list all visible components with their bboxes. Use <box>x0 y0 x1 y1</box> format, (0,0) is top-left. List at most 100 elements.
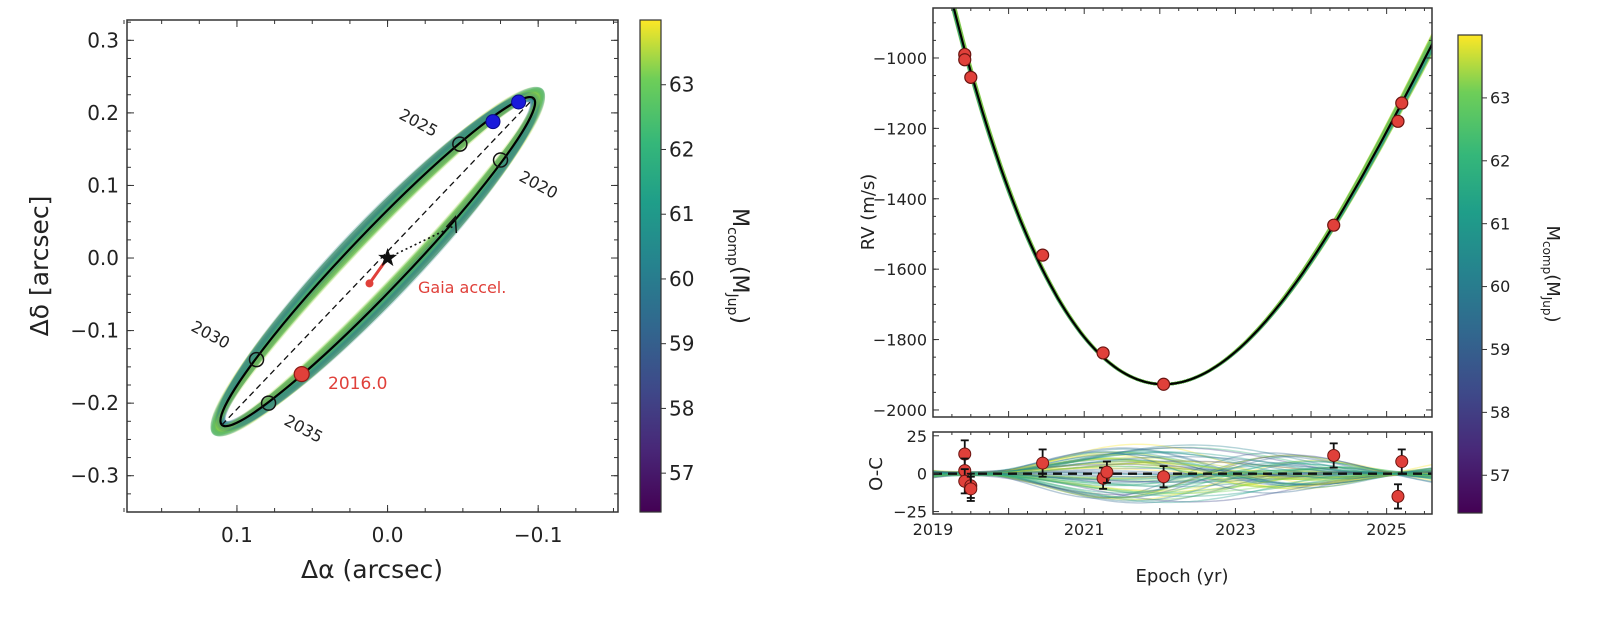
rv-posterior-curve <box>953 8 1432 386</box>
residual-data-point <box>1395 455 1409 469</box>
colorbar-left: 57 58 59 60 61 62 63 Mcomp(MJup) <box>639 19 752 513</box>
residual-data-point <box>1036 456 1050 470</box>
orbit-marks <box>219 94 537 428</box>
residual-posterior-curve <box>933 455 1432 499</box>
oc-y-tick-label: 0 <box>917 465 927 484</box>
epoch-label-2035: 2035 <box>281 411 326 447</box>
orbit-sample <box>211 88 544 435</box>
epoch-tick-label: 2025 <box>1366 520 1407 539</box>
residual-posterior-curve <box>933 460 1432 485</box>
colorbar-right: 57 58 59 60 61 62 63 Mcomp(MJup) <box>1457 34 1563 514</box>
x-tick-label: 0.1 <box>221 523 253 547</box>
rv-posterior-curve <box>952 8 1432 386</box>
orbit-sample <box>210 87 545 436</box>
y-axis-label: Δδ [arcsec] <box>25 196 54 337</box>
rv-data-point <box>1036 248 1050 262</box>
residual-posterior-curve <box>933 463 1432 479</box>
residual-posterior-curve <box>933 459 1432 501</box>
rv-posterior-curve <box>953 8 1432 386</box>
rv-posterior-curve <box>953 8 1432 386</box>
epoch-label-2020: 2020 <box>516 167 561 203</box>
epoch-tick-label: 2019 <box>913 520 954 539</box>
rv-data-point <box>1156 377 1171 391</box>
line-of-nodes <box>221 97 535 426</box>
rv-posterior-curve <box>952 8 1432 386</box>
oc-y-tick-label: −25 <box>893 503 927 522</box>
rv-posterior-curve <box>951 8 1432 386</box>
rv-y-tick-label: −1600 <box>873 260 927 279</box>
epoch-marker <box>492 152 509 168</box>
colorbar-tick-label: 58 <box>669 396 694 420</box>
colorbar-tick-label: 63 <box>669 73 694 97</box>
rv-posterior-curve <box>953 8 1432 386</box>
colorbar-right-label: Mcomp(MJup) <box>1540 225 1563 322</box>
orbit-sample <box>214 90 542 433</box>
orbit-sample <box>215 92 540 431</box>
rv-plot: −1000 −1200 −1400 −1600 −1800 −2000 RV (m/s) <box>858 7 1433 420</box>
orbit-sample <box>215 91 541 432</box>
rv-y-axis-label: RV (m/s) <box>858 174 879 251</box>
orbit-sample <box>210 86 546 437</box>
residual-data-point <box>1100 465 1114 479</box>
x-tick-label: −0.1 <box>514 523 563 547</box>
astrometry-plot: 0.1 0.0 −0.1 0.3 0.2 0.1 0.0 −0.1 −0.2 −0.3 Δα (a… <box>25 19 619 584</box>
oc-y-tick-label: 25 <box>907 427 927 446</box>
residual-posterior-curve <box>933 462 1432 487</box>
rv-posterior-curve <box>952 8 1432 386</box>
colorbar-tick-label: 63 <box>1490 88 1510 107</box>
epoch-marker <box>260 395 277 411</box>
residual-posterior-curve <box>933 447 1432 486</box>
residual-posterior-curve <box>933 452 1432 487</box>
rv-posterior-curve <box>951 8 1432 386</box>
rv-posterior-curve <box>951 8 1432 386</box>
colorbar-tick-label: 59 <box>1490 340 1510 359</box>
orbit-sample <box>216 93 539 431</box>
residual-posterior-curve <box>933 448 1432 489</box>
orbit-sample <box>214 91 541 432</box>
residual-posterior-curve <box>933 467 1432 504</box>
rv-y-tick-label: −2000 <box>873 401 927 420</box>
colorbar-tick-label: 62 <box>1490 151 1510 170</box>
observed-position <box>511 94 527 110</box>
residual-posterior-curve <box>933 466 1432 501</box>
orbit-sample <box>216 92 540 431</box>
y-tick-label: 0.0 <box>87 246 119 270</box>
residual-posterior-curve <box>933 452 1432 477</box>
residual-posterior-curve <box>933 467 1432 478</box>
rv-posterior-curve <box>951 8 1432 386</box>
rv-data-point <box>958 53 972 67</box>
residual-posterior-curve <box>933 466 1432 481</box>
reference-epoch-label: 2016.0 <box>328 374 387 394</box>
rv-posterior-curve <box>952 8 1432 386</box>
residual-data-point <box>1391 489 1405 503</box>
residual-posterior-curve <box>933 463 1432 494</box>
colorbar-tick-label: 59 <box>669 332 694 356</box>
colorbar-right-gradient <box>1457 34 1483 514</box>
orbit-sample <box>211 87 545 436</box>
residual-posterior-curve <box>933 462 1432 480</box>
residuals-y-axis-label: O-C <box>866 457 887 491</box>
rv-y-tick-label: −1800 <box>873 331 927 350</box>
residual-posterior-curve <box>933 462 1432 482</box>
orbit-sample <box>210 86 546 437</box>
residual-data-point <box>1327 448 1341 462</box>
host-star-icon <box>378 248 398 267</box>
colorbar-tick-label: 57 <box>669 461 694 485</box>
residual-posterior-curve <box>933 446 1432 475</box>
rv-axes-frame <box>932 7 1433 418</box>
rv-data-point <box>964 70 978 84</box>
residual-data-point <box>1157 470 1171 484</box>
orbit-sample <box>212 88 544 435</box>
y-tick-label: −0.3 <box>70 464 119 488</box>
residual-posterior-curve <box>933 458 1432 486</box>
residual-posterior-curve <box>933 460 1432 498</box>
residual-posterior-curve <box>933 466 1432 487</box>
rv-data-point <box>1327 218 1341 232</box>
residual-posterior-curve <box>933 472 1432 503</box>
astrometry-axes-frame <box>126 19 619 513</box>
colorbar-left-gradient <box>639 19 662 513</box>
rv-posterior-curve <box>951 8 1432 386</box>
residual-posterior-curve <box>933 456 1432 474</box>
